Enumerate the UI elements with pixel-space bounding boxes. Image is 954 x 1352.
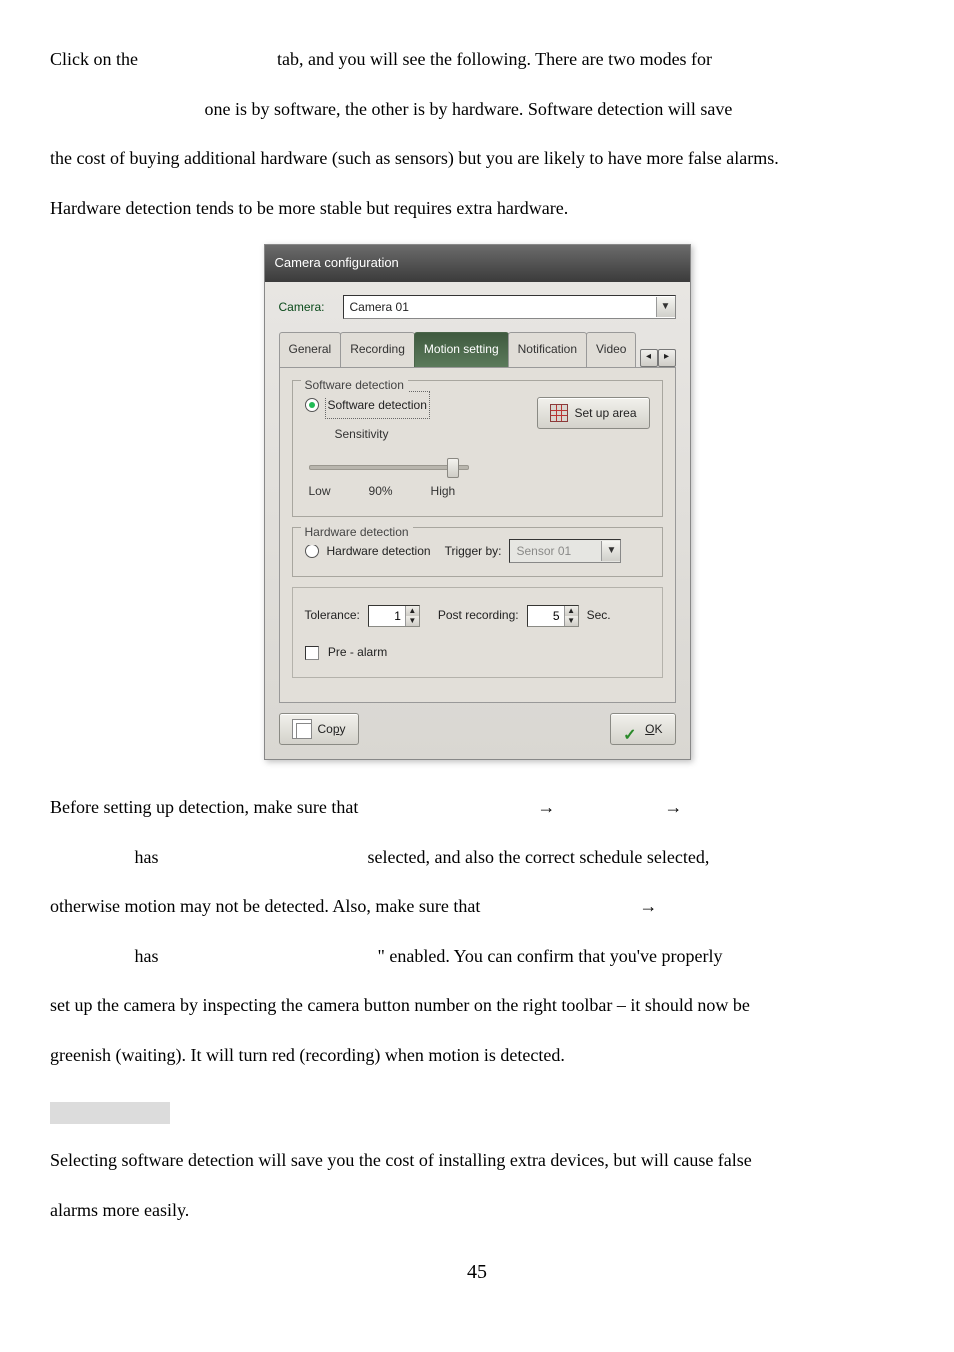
radio-hardware-detection[interactable] — [305, 544, 319, 558]
tab-motion-setting[interactable]: Motion setting — [414, 332, 509, 366]
check-icon — [623, 721, 639, 737]
text: otherwise motion may not be detected. Al… — [50, 896, 485, 916]
camera-label: Camera: — [279, 294, 343, 320]
text: the cost of buying additional hardware (… — [50, 148, 779, 168]
text: greenish (waiting). It will turn red (re… — [50, 1045, 565, 1065]
page-number: 45 — [50, 1250, 904, 1294]
paragraph-4: Hardware detection tends to be more stab… — [50, 189, 904, 229]
spin-up-icon[interactable]: ▲ — [564, 606, 578, 616]
text: " enabled. You can confirm that you've p… — [378, 946, 723, 966]
text: tab, and you will see the following. The… — [277, 49, 712, 69]
text: selected, and also the correct schedule … — [368, 847, 710, 867]
paragraph-3: the cost of buying additional hardware (… — [50, 139, 904, 179]
paragraph-2: one is by software, the other is by hard… — [50, 90, 904, 130]
sensitivity-label: Sensitivity — [335, 421, 430, 447]
trigger-by-dropdown: Sensor 01 ▼ — [509, 539, 621, 563]
tab-recording[interactable]: Recording — [340, 332, 415, 366]
text: Selecting software detection will save y… — [50, 1150, 752, 1170]
text: set up the camera by inspecting the came… — [50, 995, 750, 1015]
postrecording-label: Post recording: — [438, 602, 519, 628]
slider-high: High — [431, 478, 456, 504]
tolerance-label: Tolerance: — [305, 602, 360, 628]
text: Hardware detection tends to be more stab… — [50, 198, 568, 218]
tolerance-input[interactable] — [369, 606, 405, 626]
set-up-area-button[interactable]: Set up area — [537, 397, 649, 429]
ok-button[interactable]: OK — [610, 713, 675, 745]
prealarm-label: Pre - alarm — [328, 645, 387, 659]
software-detection-group: Software detection Software detection Se… — [292, 380, 663, 517]
paragraph-8: has " enabled. You can confirm that you'… — [50, 937, 904, 977]
chevron-down-icon[interactable]: ▼ — [656, 297, 675, 317]
paragraph-10: greenish (waiting). It will turn red (re… — [50, 1036, 904, 1076]
camera-dropdown[interactable]: Camera 01 ▼ — [343, 295, 676, 319]
paragraph-6: has selected, and also the correct sched… — [50, 838, 904, 878]
prealarm-checkbox[interactable] — [305, 646, 319, 660]
paragraph-11: Selecting software detection will save y… — [50, 1141, 904, 1181]
text: has — [135, 946, 164, 966]
paragraph-12: alarms more easily. — [50, 1191, 904, 1231]
chevron-down-icon: ▼ — [601, 541, 620, 561]
trigger-by-value: Sensor 01 — [510, 538, 601, 564]
spin-up-icon[interactable]: ▲ — [405, 606, 419, 616]
text: one is by software, the other is by hard… — [205, 99, 733, 119]
sensitivity-slider[interactable] — [309, 456, 469, 476]
text: Before setting up detection, make sure t… — [50, 797, 363, 817]
tab-strip: General Recording Motion setting Notific… — [279, 332, 676, 367]
tolerance-spinner[interactable]: ▲▼ — [368, 605, 420, 627]
paragraph-5: Before setting up detection, make sure t… — [50, 788, 904, 828]
camera-value: Camera 01 — [344, 294, 656, 320]
tab-notification[interactable]: Notification — [508, 332, 587, 366]
arrow-icon: → — [664, 797, 682, 817]
text: has — [135, 847, 164, 867]
paragraph-7: otherwise motion may not be detected. Al… — [50, 887, 904, 927]
postrecording-spinner[interactable]: ▲▼ — [527, 605, 579, 627]
tab-general[interactable]: General — [279, 332, 342, 366]
sec-label: Sec. — [587, 602, 611, 628]
group-title-hardware: Hardware detection — [301, 519, 413, 545]
radio-software-detection[interactable] — [305, 398, 319, 412]
copy-button[interactable]: Copy — [279, 713, 359, 745]
spin-down-icon[interactable]: ▼ — [564, 616, 578, 626]
timing-group: Tolerance: ▲▼ Post recording: ▲▼ Sec. — [292, 587, 663, 678]
grid-icon — [550, 404, 568, 422]
paragraph-1: Click on the tab, and you will see the f… — [50, 40, 904, 80]
slider-pct: 90% — [369, 478, 393, 504]
slider-low: Low — [309, 478, 331, 504]
dialog-title: Camera configuration — [265, 245, 690, 282]
paragraph-9: set up the camera by inspecting the came… — [50, 986, 904, 1026]
copy-icon — [292, 719, 312, 739]
set-up-area-label: Set up area — [574, 400, 636, 426]
text: Click on the — [50, 49, 143, 69]
tab-scroll-left-icon[interactable]: ◂ — [640, 349, 658, 367]
hardware-detection-group: Hardware detection Hardware detection Tr… — [292, 527, 663, 577]
highlight-bar — [50, 1102, 170, 1124]
group-title-software: Software detection — [301, 372, 408, 398]
tab-video[interactable]: Video — [586, 332, 636, 366]
tab-scroll-right-icon[interactable]: ▸ — [658, 349, 676, 367]
trigger-by-label: Trigger by: — [445, 538, 502, 564]
text: alarms more easily. — [50, 1200, 189, 1220]
slider-thumb-icon[interactable] — [447, 458, 459, 478]
camera-config-dialog: Camera configuration Camera: Camera 01 ▼… — [264, 244, 691, 760]
arrow-icon: → — [639, 896, 657, 916]
spin-down-icon[interactable]: ▼ — [405, 616, 419, 626]
arrow-icon: → — [537, 797, 555, 817]
postrecording-input[interactable] — [528, 606, 564, 626]
